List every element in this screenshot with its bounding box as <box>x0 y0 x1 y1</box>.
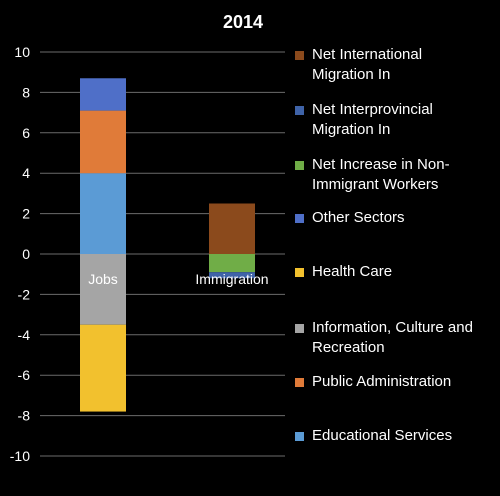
legend-label: Public Administration <box>312 373 452 390</box>
legend-swatch <box>295 324 304 333</box>
y-tick-label: -2 <box>18 286 31 302</box>
bar-segment <box>80 254 126 325</box>
bar-segment <box>209 272 255 279</box>
y-tick-label: -8 <box>18 408 31 424</box>
bar-segment <box>80 173 126 254</box>
legend-label: Net Interprovincial Migration In <box>312 101 433 138</box>
legend-label: Information, Culture and Recreation <box>312 319 473 356</box>
legend-swatch <box>295 214 304 223</box>
legend-item: Other Sectors <box>295 208 497 228</box>
legend-label: Educational Services <box>312 427 453 444</box>
bar-segment <box>80 324 126 412</box>
category-label: Immigration <box>195 271 268 287</box>
y-tick-label: 8 <box>22 84 30 100</box>
y-tick-label: 0 <box>22 246 30 262</box>
legend-label: Health Care <box>312 263 393 280</box>
bar-segments <box>80 78 255 412</box>
legend-swatch <box>295 106 304 115</box>
legend-item: Educational Services <box>295 426 497 446</box>
legend-swatch <box>295 432 304 441</box>
category-labels: Jobs Immigration <box>88 271 268 287</box>
y-tick-label: -4 <box>18 327 31 343</box>
bar-segment <box>80 78 126 111</box>
legend-item: Information, Culture and Recreation <box>295 318 497 358</box>
legend-item: Health Care <box>295 262 497 282</box>
legend-item: Net International Migration In <box>295 45 497 85</box>
legend-item: Public Administration <box>295 372 497 392</box>
y-tick-label: 6 <box>22 125 30 141</box>
bar-segment <box>80 110 126 174</box>
legend-swatch <box>295 161 304 170</box>
chart-title: 2014 <box>223 12 263 32</box>
bar-segment <box>209 254 255 273</box>
y-tick-label: 10 <box>14 44 30 60</box>
legend: Net International Migration In Net Interp… <box>295 0 500 496</box>
category-label: Jobs <box>88 271 118 287</box>
y-tick-label: 4 <box>22 165 30 181</box>
legend-label: Other Sectors <box>312 209 405 226</box>
legend-item: Net Interprovincial Migration In <box>295 100 497 140</box>
legend-label: Net International Migration In <box>312 46 423 83</box>
y-tick-label: -10 <box>10 448 30 464</box>
legend-swatch <box>295 51 304 60</box>
legend-swatch <box>295 378 304 387</box>
legend-label: Net Increase in Non- Immigrant Workers <box>312 156 450 193</box>
legend-item: Net Increase in Non- Immigrant Workers <box>295 155 497 195</box>
bar-segment <box>209 203 255 254</box>
y-tick-label: 2 <box>22 206 30 222</box>
y-axis-ticks: -10 -8 -6 -4 -2 0 2 4 6 8 10 <box>10 44 30 464</box>
legend-swatch <box>295 268 304 277</box>
y-tick-label: -6 <box>18 367 31 383</box>
